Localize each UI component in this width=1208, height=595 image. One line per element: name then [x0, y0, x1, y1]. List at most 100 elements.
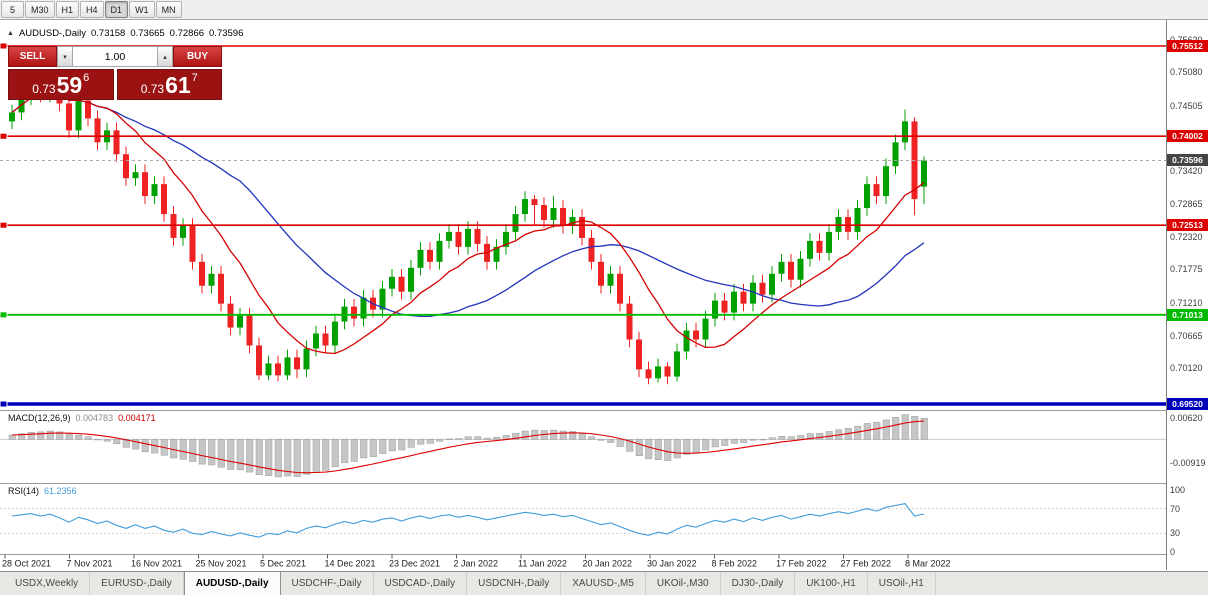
level-anchor-marker[interactable]: [0, 221, 8, 229]
candle-body: [389, 276, 395, 289]
candle-body: [351, 306, 357, 319]
sell-button[interactable]: SELL: [8, 46, 57, 67]
tab-uk100-h1[interactable]: UK100-,H1: [795, 572, 868, 595]
ohlc-open: 0.73158: [90, 28, 126, 39]
macd-histogram-bar: [379, 439, 387, 454]
macd-histogram-bar: [246, 439, 254, 473]
candle-body: [626, 303, 633, 340]
tab-dj30-daily[interactable]: DJ30-,Daily: [721, 572, 796, 595]
date-label: 8 Feb 2022: [712, 559, 758, 569]
candle-body: [66, 103, 72, 131]
collapse-chart-icon[interactable]: ▲: [7, 30, 14, 37]
tab-usdchf-daily[interactable]: USDCHF-,Daily: [281, 572, 374, 595]
buy-price-display[interactable]: 0.73 61 7: [116, 69, 222, 100]
candle-body: [493, 246, 500, 262]
candle-body: [161, 184, 167, 215]
macd-histogram-bar: [75, 434, 83, 440]
timeframe-button-mn[interactable]: MN: [155, 1, 182, 18]
candle-body: [607, 273, 614, 286]
trade-buttons-row: SELL ▾ ▴ BUY: [8, 46, 222, 67]
macd-histogram-bar: [664, 439, 672, 461]
candle-body: [750, 282, 756, 304]
chart-ohlc-label: ▲ AUDUSD-,Daily 0.73158 0.73665 0.72866 …: [7, 28, 243, 39]
candle-body: [75, 100, 82, 131]
timeframe-button-h1[interactable]: H1: [55, 1, 80, 18]
price-axis-tick: 0.71210: [1170, 298, 1203, 309]
candle-body: [237, 315, 243, 328]
timeframe-button-d1[interactable]: D1: [104, 1, 129, 18]
candle-body: [522, 199, 528, 215]
buy-button[interactable]: BUY: [173, 46, 222, 67]
tab-ukoil-m30[interactable]: UKOil-,M30: [646, 572, 721, 595]
macd-histogram-bar: [759, 439, 767, 441]
macd-histogram-bar: [588, 436, 596, 440]
macd-histogram-bar: [198, 439, 206, 465]
macd-histogram-bar: [882, 419, 890, 440]
candle-body: [9, 112, 15, 122]
tab-usdx-weekly[interactable]: USDX,Weekly: [4, 572, 91, 595]
tab-usdcad-daily[interactable]: USDCAD-,Daily: [374, 572, 468, 595]
volume-decrease-button[interactable]: ▾: [57, 46, 73, 67]
macd-histogram-bar: [635, 439, 643, 456]
macd-histogram-bar: [768, 437, 776, 440]
macd-histogram-bar: [597, 439, 605, 441]
level-price-badge: 0.69520: [1167, 398, 1208, 411]
timeframe-button-5[interactable]: 5: [1, 1, 24, 18]
rsi-axis-level: 30: [1170, 528, 1181, 539]
price-axis-tick: 0.74505: [1170, 101, 1203, 112]
candle-body: [598, 261, 604, 286]
date-label: 30 Jan 2022: [647, 559, 697, 569]
macd-histogram-bar: [132, 439, 140, 450]
level-anchor-marker[interactable]: [0, 42, 8, 50]
date-label: 28 Oct 2021: [2, 559, 51, 569]
level-anchor-marker[interactable]: [0, 311, 8, 319]
tab-audusd-daily[interactable]: AUDUSD-,Daily: [183, 571, 281, 595]
candle-body: [180, 225, 186, 238]
macd-indicator-label: MACD(12,26,9) 0.004783 0.004171: [8, 413, 156, 423]
price-axis-tick: 0.75080: [1170, 66, 1203, 77]
macd-histogram-bar: [189, 439, 197, 462]
level-anchor-marker[interactable]: [0, 400, 8, 408]
volume-input[interactable]: [73, 46, 157, 67]
tab-usoil-h1[interactable]: USOil-,H1: [868, 572, 936, 595]
chart-symbol: AUDUSD-,Daily: [18, 28, 86, 39]
price-axis-tick: 0.71775: [1170, 264, 1203, 275]
volume-increase-button[interactable]: ▴: [157, 46, 173, 67]
macd-axis-max: 0.00620: [1170, 413, 1203, 423]
tab-eurusd-daily[interactable]: EURUSD-,Daily: [90, 572, 184, 595]
candle-body: [512, 214, 519, 232]
macd-histogram-bar: [27, 432, 35, 440]
candle-body: [731, 291, 737, 313]
timeframe-toolbar: 5 M30 H1 H4 D1 W1 MN: [0, 0, 1208, 20]
candle-body: [123, 154, 129, 179]
macd-histogram-bar: [407, 439, 415, 448]
macd-histogram-bar: [293, 439, 301, 477]
price-axis[interactable]: 0.75620 0.75080 0.74505 0.73420 0.72865 0.723…: [1167, 20, 1208, 571]
price-axis-tick: 0.73420: [1170, 165, 1203, 176]
tab-xauusd-m5[interactable]: XAUUSD-,M5: [561, 572, 646, 595]
candle-body: [313, 333, 319, 349]
candle-body: [427, 249, 433, 262]
macd-histogram-bar: [274, 439, 282, 478]
candle-body: [218, 273, 224, 304]
macd-histogram-bar: [103, 439, 111, 442]
candle-body: [436, 240, 443, 262]
macd-histogram-bar: [474, 436, 482, 440]
candle-body: [778, 261, 785, 274]
macd-histogram-bar: [84, 436, 92, 440]
sell-price-display[interactable]: 0.73 59 6: [8, 69, 114, 100]
level-anchor-marker[interactable]: [0, 132, 8, 140]
macd-histogram-bar: [141, 439, 149, 453]
timeframe-button-h4[interactable]: H4: [80, 1, 104, 18]
timeframe-button-m30[interactable]: M30: [25, 1, 55, 18]
date-label: 14 Dec 2021: [325, 559, 376, 569]
candle-body: [408, 267, 414, 292]
candle-body: [360, 297, 367, 319]
macd-histogram-bar: [341, 439, 349, 464]
candle-body: [541, 205, 547, 220]
timeframe-button-w1[interactable]: W1: [129, 1, 155, 18]
tab-usdcnh-daily[interactable]: USDCNH-,Daily: [467, 572, 562, 595]
macd-histogram-bar: [607, 439, 615, 443]
candle-body: [921, 160, 927, 187]
